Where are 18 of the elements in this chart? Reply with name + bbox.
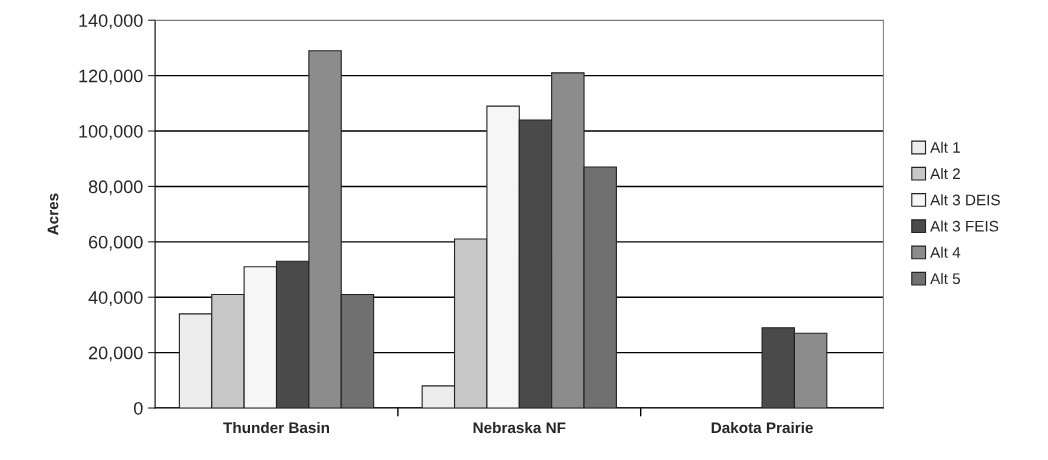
y-tick-label: 100,000 [79, 124, 143, 140]
legend-label: Alt 3 DEIS [930, 194, 1000, 206]
legend-label: Alt 3 FEIS [930, 220, 999, 232]
y-tick-label: 0 [133, 401, 143, 415]
legend-label: Alt 2 [930, 167, 960, 180]
y-tick-label: 80,000 [88, 180, 143, 196]
y-tick-label: 20,000 [88, 346, 143, 362]
y-tick-label: 60,000 [89, 235, 143, 251]
x-tick-label: Dakota Prairie [711, 421, 813, 434]
x-tick-label: Thunder Basin [223, 421, 330, 434]
y-tick-label: 120,000 [79, 69, 143, 85]
legend-label: Alt 4 [930, 246, 961, 258]
legend-label: Alt 5 [930, 272, 961, 285]
y-tick-label: 40,000 [88, 291, 143, 307]
y-tick-label: 140,000 [79, 14, 143, 30]
y-axis-title: Acres [47, 193, 59, 235]
x-tick-label: Nebraska NF [473, 421, 566, 434]
legend-label: Alt 1 [930, 141, 960, 153]
